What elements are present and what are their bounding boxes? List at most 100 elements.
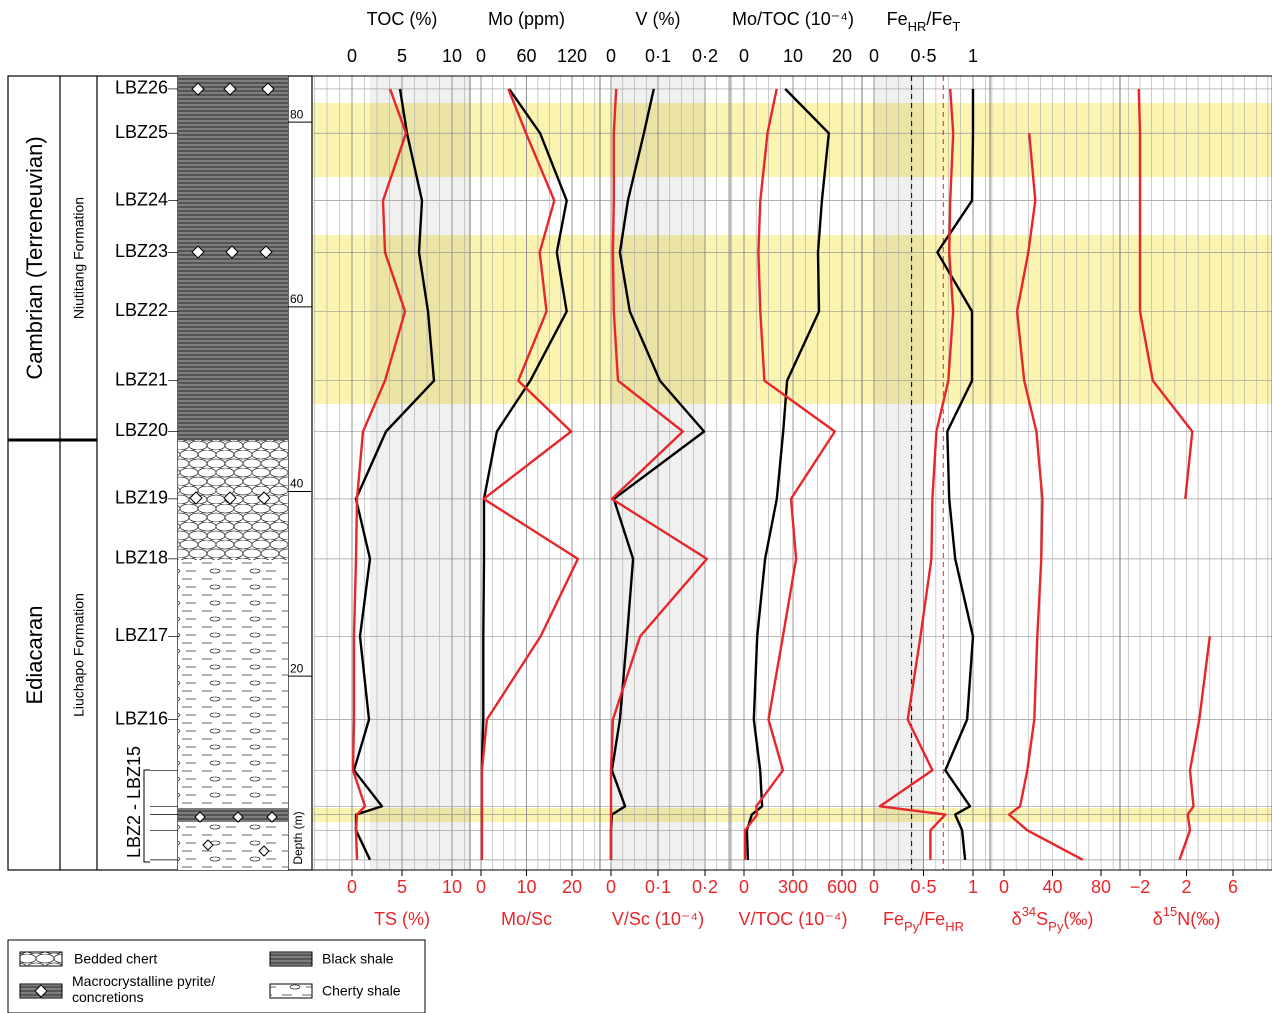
axis-title-part: 15 [1163,904,1177,919]
bottom-tick-label: 1 [968,877,978,897]
bottom-tick-label: 6 [1228,877,1238,897]
axis-title: V (%) [636,9,681,29]
legend-label: Black shale [322,951,394,967]
sample-label: LBZ17 [115,625,168,645]
bottom-tick-label: 20 [562,877,582,897]
bottom-tick-label: 0·5 [910,877,936,897]
data-line [1137,88,1211,861]
sample-label: LBZ21 [115,369,168,389]
axis-title-part: 34 [1022,904,1036,919]
depth-tick-label: 20 [290,661,304,675]
bottom-tick-label: 300 [778,877,808,897]
axis-title-part: T [952,19,960,34]
formation-label: Liuchapo Formation [71,593,87,717]
bottom-tick-label: 0·2 [692,877,718,897]
data-line [352,88,436,861]
axis-title-part: δ [1153,909,1163,929]
legend: Bedded chert Macrocrystalline pyrite/ co… [7,939,426,1013]
bottom-tick-label: 5 [397,877,407,897]
top-tick-label: 0 [347,46,357,66]
formation-label: Niutitang Formation [71,197,87,319]
sample-label: LBZ18 [115,548,168,568]
depth-tick-label: 60 [290,292,304,306]
data-line [936,88,975,860]
depth-label: Depth (m) [291,811,305,864]
axis-title-part: (‰) [1063,909,1093,929]
top-tick-label: 0 [739,46,749,66]
axis-title: FePy/FeHR [883,909,964,934]
bottom-tick-label: 80 [1091,877,1111,897]
bottom-tick-label: 0 [347,877,357,897]
axis-title-part: Py [904,919,920,934]
sample-group-label: LBZ2 - LBZ15 [124,746,144,858]
axis-title-part: HR [945,919,964,934]
bottom-tick-label: 10 [442,877,462,897]
data-line [480,88,580,860]
highlight-bands [312,103,1272,822]
axis-title-part: /Fe [919,909,945,929]
axis-title: FeHR/FeT [887,9,961,34]
bottom-tick-label: 0·1 [645,877,671,897]
data-line [878,88,955,860]
axis-title: Mo (ppm) [488,9,565,29]
legend-label: Bedded chert [74,951,157,967]
top-tick-label: 0·5 [910,46,936,66]
axis-title: δ15N(‰) [1153,904,1221,929]
axis-title-part: /Fe [926,9,952,29]
bottom-tick-label: 0 [476,877,486,897]
axis-title: Mo/Sc [501,909,552,929]
axis-title: δ34SPy(‰) [1012,904,1094,934]
axis-title-part: Fe [883,909,904,929]
sample-label: LBZ25 [115,122,168,142]
sample-label: LBZ22 [115,300,168,320]
data-line [1007,133,1084,861]
top-tick-label: 0·2 [692,46,718,66]
depth-tick-label: 80 [290,107,304,121]
data-line [609,88,709,860]
bottom-tick-label: 0 [999,877,1009,897]
sample-label: LBZ23 [115,241,168,261]
sample-label: LBZ26 [115,78,168,98]
top-tick-label: 5 [397,46,407,66]
axis-title: V/Sc (10⁻⁴) [612,909,704,929]
group-bracket [143,769,150,863]
legend-label: Cherty shale [322,983,401,999]
bottom-tick-label: 10 [516,877,536,897]
axis-title-part: N(‰) [1177,909,1220,929]
legend-label: Macrocrystalline pyrite/ concretions [72,973,216,1005]
bottom-tick-label: 0 [606,877,616,897]
era-label: Cambrian (Terreneuvian) [22,136,47,379]
axis-title-part: Fe [887,9,908,29]
axis-title: TOC (%) [367,9,438,29]
era-label: Ediacaran [22,605,47,704]
bottom-tick-label: 0 [869,877,879,897]
top-tick-label: 0·1 [645,46,671,66]
data-line [351,88,408,860]
sample-label: LBZ20 [115,420,168,440]
top-tick-label: 10 [783,46,803,66]
data-line [743,88,836,860]
bottom-tick-label: 40 [1042,877,1062,897]
top-tick-label: 0 [869,46,879,66]
bottom-tick-label: 2 [1181,877,1191,897]
top-tick-label: 10 [442,46,462,66]
axis-title-part: Py [1048,919,1064,934]
sample-label: LBZ19 [115,488,168,508]
top-tick-label: 0 [606,46,616,66]
data-line [609,88,706,860]
top-tick-label: 120 [557,46,587,66]
bottom-tick-label: −2 [1130,877,1151,897]
axis-title: TS (%) [374,909,430,929]
top-tick-label: 1 [968,46,978,66]
sample-label: LBZ16 [115,708,168,728]
top-tick-label: 60 [516,46,536,66]
axis-title: V/TOC (10⁻⁴) [739,909,848,929]
top-tick-label: 20 [832,46,852,66]
top-tick-label: 0 [476,46,486,66]
axis-title-part: S [1036,909,1048,929]
bottom-tick-label: 600 [827,877,857,897]
axis-title-part: HR [908,19,927,34]
sample-label: LBZ24 [115,189,168,209]
depth-tick-label: 40 [290,477,304,491]
